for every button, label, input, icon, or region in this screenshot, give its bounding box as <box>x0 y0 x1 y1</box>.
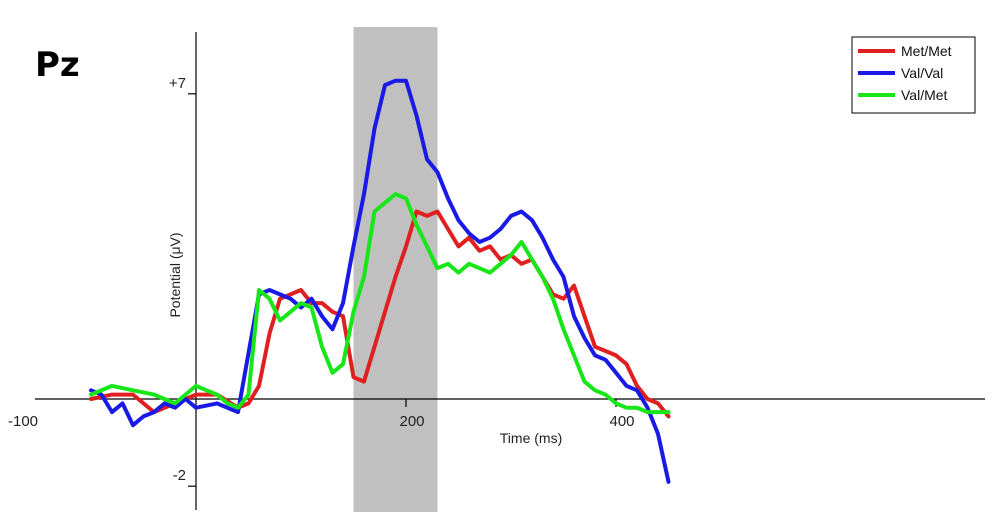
legend-label-0: Met/Met <box>901 43 952 59</box>
series-line-met-met <box>89 209 671 419</box>
legend: Met/Met Val/Val Val/Met <box>851 36 976 114</box>
axes <box>35 32 985 510</box>
y-axis-label: Potential (μV) <box>167 232 183 317</box>
y-tick-label-0: +7 <box>169 75 186 92</box>
shaded-interval <box>353 27 438 512</box>
x-tick-label-0: -100 <box>8 413 38 430</box>
x-tick-label-1: 200 <box>399 413 424 430</box>
y-tick-label-1: -2 <box>173 467 186 484</box>
series-lines <box>89 78 671 484</box>
legend-label-1: Val/Val <box>901 65 943 81</box>
panel-label: Pz <box>35 45 80 85</box>
series-line-val-val <box>89 78 671 484</box>
x-tick-label-2: 400 <box>609 413 634 430</box>
x-axis-label: Time (ms) <box>500 430 562 446</box>
legend-label-2: Val/Met <box>901 87 948 103</box>
series-line-val-met <box>89 192 671 415</box>
legend-items: Met/Met Val/Val Val/Met <box>858 43 952 103</box>
shaded-time-window-layer <box>353 27 438 512</box>
axis-ticks: -100 200 400 +7 -2 <box>8 75 635 487</box>
